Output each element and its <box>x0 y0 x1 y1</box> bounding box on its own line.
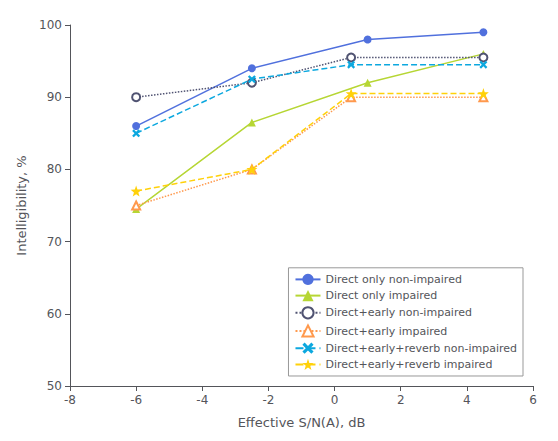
svg-text:Direct only non-impaired: Direct only non-impaired <box>325 273 461 286</box>
svg-text:0: 0 <box>331 393 339 407</box>
svg-text:Direct+early impaired: Direct+early impaired <box>325 325 447 338</box>
svg-text:Direct+early non-impaired: Direct+early non-impaired <box>325 306 471 319</box>
svg-text:80: 80 <box>47 162 62 176</box>
svg-text:Intelligibility, %: Intelligibility, % <box>14 155 29 255</box>
svg-text:Effective S/N(A), dB: Effective S/N(A), dB <box>238 415 366 430</box>
svg-text:100: 100 <box>39 18 62 32</box>
svg-text:70: 70 <box>47 235 62 249</box>
svg-text:-8: -8 <box>64 393 76 407</box>
svg-text:60: 60 <box>47 307 62 321</box>
svg-text:Direct only impaired: Direct only impaired <box>325 289 437 302</box>
svg-text:Direct+early+reverb impaired: Direct+early+reverb impaired <box>325 358 492 371</box>
svg-text:4: 4 <box>463 393 471 407</box>
svg-text:-4: -4 <box>196 393 208 407</box>
svg-text:50: 50 <box>47 379 62 393</box>
svg-text:2: 2 <box>397 393 405 407</box>
svg-text:-2: -2 <box>262 393 274 407</box>
svg-text:90: 90 <box>47 90 62 104</box>
svg-text:Direct+early+reverb non-impair: Direct+early+reverb non-impaired <box>325 342 517 355</box>
svg-text:-6: -6 <box>130 393 142 407</box>
svg-text:6: 6 <box>529 393 537 407</box>
